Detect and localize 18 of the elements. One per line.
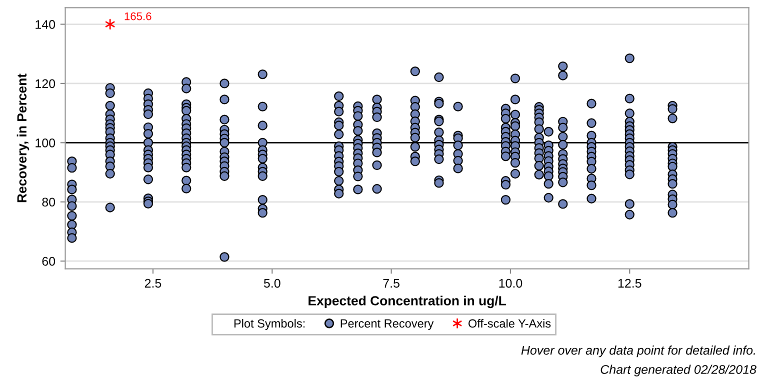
x-axis-title: Expected Concentration in ug/L: [308, 296, 506, 308]
x-tick-label: 5.0: [264, 278, 280, 288]
x-tick-label: 10.0: [499, 278, 522, 288]
annotation: 165.6: [124, 12, 152, 20]
legend-label: Off-scale Y-Axis: [468, 318, 551, 328]
legend-title: Plot Symbols:: [234, 318, 305, 330]
x-tick-label: 12.5: [618, 278, 642, 288]
legend-label: Percent Recovery: [340, 319, 434, 330]
y-axis-title: Recovery, in Percent: [16, 74, 30, 202]
y-tick-label: 120: [36, 79, 56, 88]
y-tick-label: 60: [42, 256, 56, 266]
text: Hover over any data point for detailed info.: [521, 346, 755, 358]
y-tick-label: 80: [42, 198, 56, 207]
text: Chart generated 02/28/2018: [600, 364, 756, 376]
x-tick-label: 2.5: [144, 278, 162, 288]
x-tick-label: 7.5: [383, 278, 400, 288]
y-tick-label: 100: [36, 138, 56, 148]
y-tick-label: 140: [36, 20, 56, 29]
